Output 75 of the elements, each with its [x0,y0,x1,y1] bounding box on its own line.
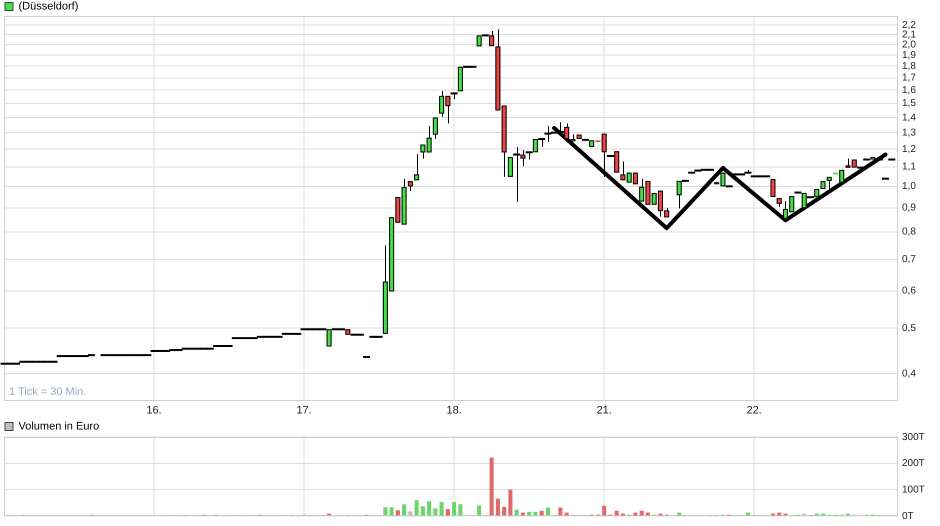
y-tick-label: 1,0 [902,181,916,192]
bar [514,510,519,516]
x-tick-label: 21. [596,404,612,417]
y-tick-label: 1,9 [902,50,916,61]
y-tick-label: 200T [902,458,925,470]
x-tick-label: 16. [146,404,162,417]
bar [777,512,782,516]
bar [383,507,388,516]
bar [502,506,506,516]
y-tick-label: 1,7 [902,72,916,84]
candlestick [770,179,776,198]
y-tick-label: 0,8 [902,226,916,238]
bar [452,502,456,516]
bar [490,458,494,516]
y-tick-label: 0T [902,510,914,522]
bar [602,506,606,516]
bar [508,490,512,516]
candlestick [414,154,420,180]
annotation: 1 Tick = 30 Min. [9,386,86,398]
bar [520,512,525,516]
bar [533,512,538,516]
bar [633,512,638,516]
y-tick-label: 0,5 [902,322,916,334]
x-tick-label: 17. [296,404,312,417]
bar [408,511,412,516]
bar [546,508,550,516]
x-tick-label: 22. [746,404,762,417]
bar [477,505,482,516]
x-tick-label: 18. [446,404,462,417]
bar [433,508,438,516]
bar [402,504,406,516]
legend-label: Volumen in Euro [18,420,100,433]
bar [496,498,500,516]
y-tick-label: 300T [902,432,925,443]
y-tick-label: 1,5 [902,98,916,110]
bar [396,510,400,516]
bar [427,501,432,516]
y-tick-label: 2,0 [902,39,916,50]
legend-label: (Düsseldorf) [18,0,78,13]
y-tick-label: 1,6 [902,84,916,96]
candlestick [508,157,513,177]
candlestick [570,134,576,142]
y-tick-label: 100T [902,484,925,496]
bar [420,506,425,516]
candlestick [408,181,413,192]
bar [458,504,462,516]
bar [540,510,544,516]
y-tick-label: 0,4 [902,368,916,380]
candlestick [450,92,458,100]
candlestick [826,176,832,190]
bar [446,509,450,516]
y-tick-label: 1,2 [902,144,916,155]
y-tick-label: 0,9 [902,202,916,214]
bar [440,502,444,516]
bar [564,512,569,516]
bar [640,510,644,516]
candlestick [432,118,438,140]
bar [677,512,682,516]
y-tick-label: 1,3 [902,127,916,138]
y-tick-label: 0,6 [902,286,916,297]
bar [614,510,619,516]
bar [390,507,394,516]
bar [527,512,532,516]
y-tick-label: 1,4 [902,112,916,124]
y-tick-label: 2,2 [902,20,916,31]
y-tick-label: 1,8 [902,60,916,72]
bar [558,508,562,516]
bar [746,512,750,516]
y-tick-label: 2,1 [902,29,916,40]
bar [414,500,419,516]
bar [646,512,650,516]
candlestick [576,134,582,140]
y-tick-label: 1,1 [902,162,916,173]
y-tick-label: 0,7 [902,254,916,266]
candlestick [820,181,826,189]
